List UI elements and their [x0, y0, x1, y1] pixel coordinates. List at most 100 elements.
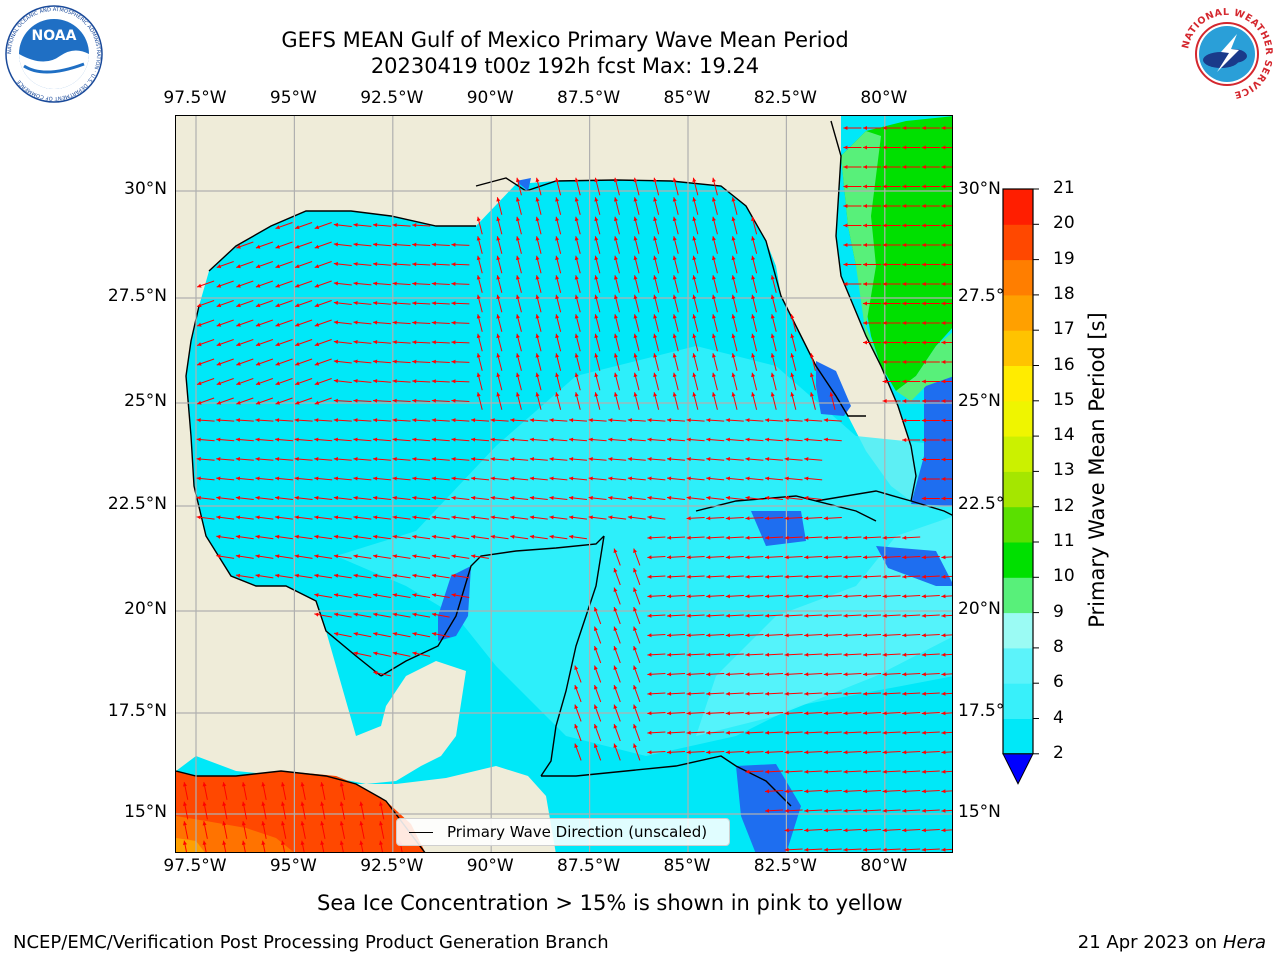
wave-direction-arrow [183, 840, 188, 852]
wave-direction-arrow [882, 672, 901, 677]
wave-direction-arrow [300, 840, 305, 852]
wave-direction-arrow [647, 418, 666, 423]
wave-direction-arrow [653, 255, 660, 274]
lat-label-right: 17.5°N [958, 701, 1018, 721]
wave-direction-arrow [706, 418, 725, 423]
wave-direction-arrow [593, 626, 602, 644]
wave-direction-arrow [274, 437, 294, 442]
wave-direction-arrow [574, 236, 581, 254]
lon-label-top: 97.5°W [163, 88, 227, 108]
colorbar-tick-label: 6 [1053, 672, 1064, 693]
wave-direction-arrow [496, 314, 503, 332]
wave-direction-arrow [392, 651, 411, 657]
wave-direction-arrow [941, 164, 952, 170]
wave-direction-arrow [431, 457, 450, 462]
wave-direction-arrow [333, 554, 352, 559]
wave-direction-arrow [647, 633, 666, 638]
colorbar-segment [1003, 224, 1033, 261]
wave-direction-arrow [613, 567, 621, 586]
wave-direction-arrow [594, 236, 601, 254]
colorbar-segment [1003, 400, 1033, 437]
colorbar-segment [1003, 189, 1033, 225]
wave-direction-arrow [275, 319, 293, 327]
wave-direction-arrow [784, 594, 803, 599]
wave-direction-arrow [666, 652, 686, 657]
wave-direction-arrow [275, 378, 293, 386]
wave-direction-arrow [686, 535, 705, 540]
wave-direction-arrow [941, 730, 952, 735]
wave-direction-arrow [594, 314, 601, 332]
wave-direction-arrow [281, 782, 287, 800]
wave-direction-arrow [784, 476, 803, 481]
wave-direction-arrow [549, 515, 568, 520]
wave-direction-arrow [353, 359, 372, 364]
wave-direction-arrow [196, 358, 215, 366]
wave-direction-arrow [804, 769, 823, 774]
wave-direction-arrow [372, 398, 392, 403]
wave-direction-arrow [627, 495, 646, 501]
wave-direction-arrow [686, 555, 705, 560]
wave-direction-arrow [633, 645, 641, 664]
wave-direction-arrow [751, 314, 758, 332]
wave-direction-arrow [593, 684, 602, 703]
wave-direction-arrow [784, 730, 803, 735]
wave-direction-arrow [706, 457, 725, 462]
wave-direction-arrow [314, 457, 333, 462]
wave-direction-arrow [510, 476, 529, 481]
lon-label-bottom: 87.5°W [557, 856, 621, 876]
wave-direction-arrow [902, 808, 921, 813]
wave-direction-arrow [745, 476, 764, 481]
wave-direction-arrow [196, 280, 215, 288]
wave-direction-arrow [666, 457, 686, 462]
wave-direction-arrow [666, 613, 686, 618]
wave-direction-arrow [235, 534, 254, 540]
wave-direction-arrow [196, 339, 215, 347]
wave-direction-arrow [275, 397, 293, 405]
wave-direction-arrow [353, 632, 372, 638]
wave-direction-arrow [294, 418, 313, 423]
wave-direction-arrow [902, 262, 921, 267]
wave-direction-arrow [372, 281, 392, 286]
wave-direction-arrow [314, 476, 333, 481]
wave-direction-arrow [333, 359, 352, 364]
wave-direction-arrow [882, 808, 901, 813]
wave-direction-arrow [941, 184, 952, 189]
wave-direction-arrow [764, 418, 784, 423]
wave-direction-arrow [320, 801, 326, 820]
wave-direction-arrow [294, 241, 313, 249]
wave-direction-arrow [515, 294, 522, 313]
wave-direction-arrow [451, 340, 470, 345]
wave-direction-arrow [353, 261, 372, 267]
wave-direction-arrow [314, 241, 332, 249]
wave-direction-arrow [515, 255, 522, 274]
wave-direction-arrow [496, 294, 503, 313]
wave-direction-arrow [633, 392, 640, 410]
wave-direction-arrow [862, 828, 882, 833]
wave-direction-arrow [823, 789, 842, 794]
wave-direction-arrow [921, 320, 940, 326]
wave-direction-arrow [823, 652, 842, 657]
wave-direction-arrow [653, 294, 660, 313]
wave-direction-arrow [222, 782, 228, 800]
wave-direction-arrow [294, 358, 313, 366]
wave-direction-arrow [770, 353, 777, 371]
wave-direction-arrow [274, 418, 294, 423]
wave-direction-arrow [731, 333, 738, 352]
wave-direction-arrow [921, 750, 940, 755]
wave-direction-arrow [372, 262, 392, 267]
wave-direction-arrow [647, 594, 666, 599]
wave-direction-arrow [574, 314, 581, 332]
wave-direction-arrow [902, 691, 921, 696]
wave-direction-arrow [535, 197, 542, 215]
wave-direction-arrow [535, 372, 542, 391]
wave-direction-arrow [882, 340, 901, 345]
wave-direction-arrow [941, 242, 952, 248]
wave-direction-arrow [294, 495, 313, 501]
wave-direction-arrow [314, 573, 333, 579]
wave-direction-arrow [672, 333, 679, 352]
wave-direction-arrow [921, 340, 940, 345]
wave-direction-arrow [706, 574, 725, 579]
wave-direction-arrow [862, 555, 882, 560]
wave-direction-arrow [255, 339, 274, 347]
wave-direction-arrow [275, 339, 293, 347]
